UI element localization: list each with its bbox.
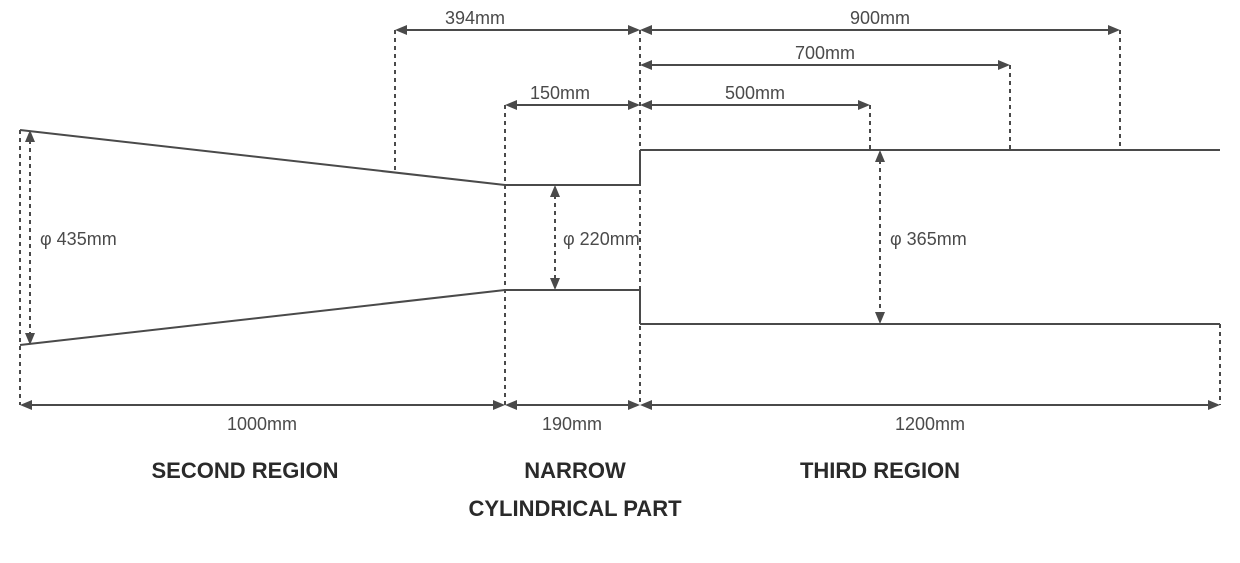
- dim-dia-220: φ 220mm: [550, 185, 640, 290]
- dim-900: 900mm: [640, 8, 1120, 35]
- dim-700: 700mm: [640, 43, 1010, 70]
- dim-190-text: 190mm: [542, 414, 602, 434]
- dim-190: 190mm: [505, 400, 640, 434]
- dim-dia-220-text: φ 220mm: [563, 229, 640, 249]
- dim-dia-365: φ 365mm: [875, 150, 967, 324]
- dim-394: 394mm: [395, 8, 640, 35]
- second-region-top-edge: [20, 130, 505, 185]
- dim-1200: 1200mm: [640, 400, 1220, 434]
- dim-dia-365-text: φ 365mm: [890, 229, 967, 249]
- dim-150: 150mm: [505, 83, 640, 110]
- dim-500-text: 500mm: [725, 83, 785, 103]
- label-narrow-line1: NARROW: [524, 458, 626, 483]
- dim-900-text: 900mm: [850, 8, 910, 28]
- label-narrow-line2: CYLINDRICAL PART: [468, 496, 682, 521]
- dim-394-text: 394mm: [445, 8, 505, 28]
- dim-1200-text: 1200mm: [895, 414, 965, 434]
- label-second-region: SECOND REGION: [151, 458, 338, 483]
- dim-500: 500mm: [640, 83, 870, 110]
- dim-dia-435: φ 435mm: [25, 130, 117, 345]
- dim-150-text: 150mm: [530, 83, 590, 103]
- dim-1000-text: 1000mm: [227, 414, 297, 434]
- label-third-region: THIRD REGION: [800, 458, 960, 483]
- engineering-profile-diagram: 394mm 900mm 700mm 500mm 150mm φ 435mm: [0, 0, 1240, 563]
- dim-700-text: 700mm: [795, 43, 855, 63]
- dim-dia-435-text: φ 435mm: [40, 229, 117, 249]
- second-region-bottom-edge: [20, 290, 505, 345]
- dim-1000: 1000mm: [20, 400, 505, 434]
